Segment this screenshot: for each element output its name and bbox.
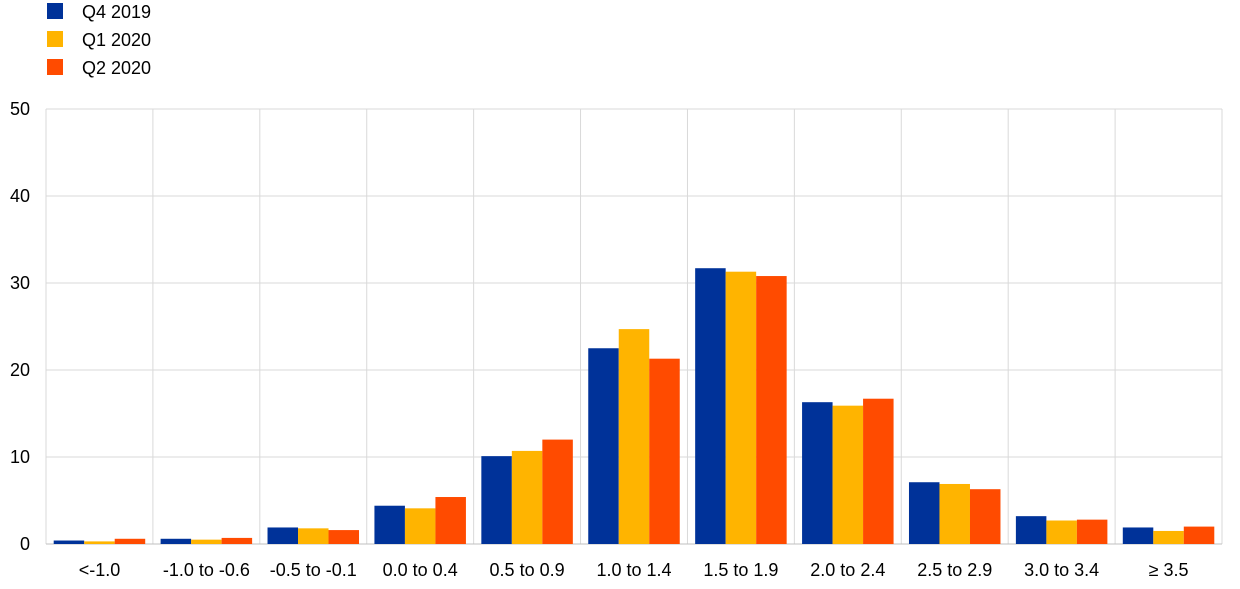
x-tick-label: 1.0 to 1.4 — [596, 560, 671, 580]
bar-q1-2020 — [191, 539, 222, 544]
bar-q1-2020 — [1046, 520, 1077, 544]
bar-q4-2019 — [908, 482, 940, 544]
legend-label: Q1 2020 — [82, 30, 151, 50]
bar-q4-2019 — [267, 527, 299, 544]
x-tick-label: ≥ 3.5 — [1149, 560, 1189, 580]
x-tick-label: 3.0 to 3.4 — [1024, 560, 1099, 580]
legend-label: Q4 2019 — [82, 2, 151, 22]
bar-q1-2020 — [939, 483, 970, 544]
x-tick-label: 2.0 to 2.4 — [810, 560, 885, 580]
bar-q4-2019 — [160, 538, 192, 544]
x-tick-label: 2.5 to 2.9 — [917, 560, 992, 580]
bar-q4-2019 — [1015, 516, 1047, 544]
x-tick-label: -0.5 to -0.1 — [270, 560, 357, 580]
bar-q2-2020 — [221, 537, 253, 544]
y-axis-ticks: 0 10 20 30 40 50 — [10, 99, 30, 554]
bar-q4-2019 — [802, 402, 833, 544]
legend-swatch — [47, 59, 63, 75]
bar-q1-2020 — [725, 271, 757, 544]
y-tick-label: 30 — [10, 273, 30, 293]
legend: Q4 2019 Q1 2020 Q2 2020 — [47, 2, 151, 78]
bar-q2-2020 — [114, 538, 146, 544]
y-tick-label: 50 — [10, 99, 30, 119]
legend-label: Q2 2020 — [82, 58, 151, 78]
bar-q2-2020 — [328, 530, 360, 544]
bar-q4-2019 — [1122, 527, 1154, 544]
bar-q4-2019 — [374, 505, 405, 544]
bar-q4-2019 — [588, 348, 619, 544]
legend-swatch — [47, 3, 63, 19]
bar-q4-2019 — [53, 540, 85, 544]
bar-q1-2020 — [832, 405, 864, 544]
y-tick-label: 20 — [10, 360, 30, 380]
bar-q2-2020 — [1183, 526, 1215, 544]
bar-q4-2019 — [695, 268, 726, 544]
y-tick-label: 0 — [20, 534, 30, 554]
bar-q2-2020 — [1076, 519, 1108, 544]
bar-q2-2020 — [969, 489, 1001, 544]
bar-q4-2019 — [481, 456, 512, 544]
bar-q1-2020 — [618, 329, 650, 544]
y-tick-label: 10 — [10, 447, 30, 467]
x-tick-label: 1.5 to 1.9 — [703, 560, 778, 580]
x-tick-label: -1.0 to -0.6 — [163, 560, 250, 580]
bar-q1-2020 — [404, 508, 436, 544]
bar-q1-2020 — [84, 541, 115, 544]
bar-q2-2020 — [542, 439, 573, 544]
bars — [53, 268, 1215, 544]
bar-q1-2020 — [1153, 530, 1184, 544]
x-tick-label: 0.5 to 0.9 — [490, 560, 565, 580]
x-tick-label: 0.0 to 0.4 — [383, 560, 458, 580]
x-axis-ticks: <-1.0 -1.0 to -0.6 -0.5 to -0.1 0.0 to 0.4 0… — [79, 560, 1189, 580]
bar-q1-2020 — [511, 450, 543, 544]
legend-swatch — [47, 31, 63, 47]
y-tick-label: 40 — [10, 186, 30, 206]
bar-q1-2020 — [298, 528, 329, 544]
bar-q2-2020 — [863, 398, 894, 544]
x-tick-label: <-1.0 — [79, 560, 121, 580]
bar-q2-2020 — [649, 358, 680, 544]
bar-q2-2020 — [435, 497, 466, 544]
bar-q2-2020 — [756, 276, 787, 544]
